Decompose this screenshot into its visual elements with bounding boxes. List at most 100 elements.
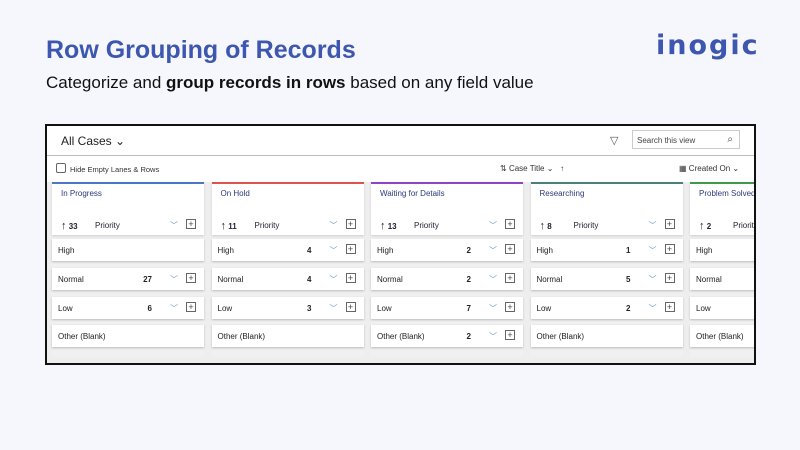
date-field-selector[interactable]: ▦ Created On ⌄ bbox=[679, 164, 739, 173]
group-row[interactable]: Low 7 ﹀ + bbox=[371, 297, 523, 319]
add-icon[interactable]: + bbox=[345, 273, 356, 283]
search-input[interactable]: Search this view ⌕ bbox=[632, 130, 740, 149]
chevron-down-icon[interactable]: ﹀ bbox=[170, 304, 178, 313]
subtitle-bold: group records in rows bbox=[166, 73, 346, 92]
group-row[interactable]: High bbox=[52, 239, 204, 261]
add-icon[interactable]: + bbox=[345, 244, 356, 254]
group-row[interactable]: Low 6 ﹀ + bbox=[52, 297, 204, 319]
add-icon[interactable]: + bbox=[186, 273, 196, 283]
view-selector[interactable]: All Cases ⌄ bbox=[61, 134, 126, 148]
hide-empty-checkbox[interactable] bbox=[56, 163, 66, 173]
group-row[interactable]: Other (Blank) bbox=[530, 325, 683, 347]
lane-title: On Hold bbox=[220, 189, 250, 198]
page-title: Row Grouping of Records bbox=[46, 36, 356, 64]
chevron-down-icon[interactable]: ﹀ bbox=[170, 275, 178, 284]
row-count: 5 bbox=[626, 275, 631, 284]
group-row[interactable]: Low 3 ﹀ + bbox=[211, 297, 364, 319]
group-row[interactable]: Normal bbox=[690, 268, 754, 290]
group-row[interactable]: Other (Blank) bbox=[690, 325, 754, 347]
sort-up-icon: ↑ bbox=[61, 220, 67, 232]
add-icon[interactable]: + bbox=[345, 302, 356, 312]
row-label: Normal bbox=[377, 275, 403, 284]
add-icon[interactable]: + bbox=[664, 273, 675, 283]
add-icon[interactable]: + bbox=[664, 244, 675, 254]
chevron-down-icon[interactable]: ﹀ bbox=[329, 275, 338, 284]
group-row[interactable]: Low bbox=[690, 297, 754, 319]
lane-count-value: 13 bbox=[387, 222, 397, 231]
sort-control[interactable]: ⇅ Case Title ⌄ ↑ bbox=[500, 164, 564, 173]
lane-count: ↑ 13 bbox=[380, 220, 397, 232]
chevron-down-icon[interactable]: ﹀ bbox=[648, 221, 657, 230]
chevron-down-icon[interactable]: ﹀ bbox=[329, 246, 338, 255]
filter-icon[interactable]: ▽ bbox=[610, 135, 619, 147]
lane-count-value: 11 bbox=[228, 222, 237, 231]
add-icon[interactable]: + bbox=[505, 244, 515, 254]
calendar-icon: ▦ bbox=[679, 164, 687, 173]
group-row[interactable]: Low 2 ﹀ + bbox=[530, 297, 683, 319]
row-count: 2 bbox=[466, 275, 471, 284]
add-icon[interactable]: + bbox=[505, 219, 515, 229]
add-icon[interactable]: + bbox=[186, 302, 196, 312]
chevron-down-icon[interactable]: ﹀ bbox=[329, 221, 338, 230]
group-row[interactable]: Other (Blank) bbox=[52, 325, 204, 347]
date-field-label: Created On ⌄ bbox=[688, 164, 740, 173]
sort-direction-icon[interactable]: ↑ bbox=[560, 164, 565, 173]
lane-header: In Progress ↑ 33 Priority ﹀ + bbox=[52, 182, 204, 235]
group-row[interactable]: Normal 5 ﹀ + bbox=[530, 268, 683, 290]
lane: On Hold ↑ 11 Priority ﹀ + High 4 ﹀ + Norm… bbox=[211, 182, 364, 357]
add-icon[interactable]: + bbox=[345, 219, 356, 229]
group-row[interactable]: High 2 ﹀ + bbox=[371, 239, 523, 261]
sort-field[interactable]: Case Title ⌄ bbox=[508, 164, 554, 173]
chevron-down-icon[interactable]: ﹀ bbox=[489, 246, 497, 255]
chevron-down-icon[interactable]: ﹀ bbox=[648, 304, 657, 313]
hide-empty-label: Hide Empty Lanes & Rows bbox=[70, 165, 160, 174]
lane-header: Waiting for Details ↑ 13 Priority ﹀ + bbox=[371, 182, 523, 235]
lane: Problem Solved ↑ 2 Priority ﹀ + High Nor… bbox=[690, 182, 754, 357]
kanban-window: All Cases ⌄ ▽ Search this view ⌕ Hide Emp… bbox=[45, 124, 756, 365]
search-icon[interactable]: ⌕ bbox=[727, 134, 733, 145]
row-label: High bbox=[217, 246, 234, 255]
row-label: Other (Blank) bbox=[696, 332, 744, 341]
row-count: 4 bbox=[307, 275, 312, 284]
row-label: Other (Blank) bbox=[536, 332, 585, 341]
chevron-down-icon[interactable]: ﹀ bbox=[489, 304, 497, 313]
lane: In Progress ↑ 33 Priority ﹀ + High Norma… bbox=[52, 182, 204, 357]
group-field: Priority bbox=[254, 221, 280, 230]
row-count: 4 bbox=[307, 246, 312, 255]
group-row[interactable]: Other (Blank) bbox=[211, 325, 364, 347]
group-row[interactable]: High 1 ﹀ + bbox=[530, 239, 683, 261]
toolbar: Hide Empty Lanes & Rows ⇅ Case Title ⌄ ↑… bbox=[47, 156, 754, 182]
group-row[interactable]: Normal 4 ﹀ + bbox=[211, 268, 364, 290]
chevron-down-icon[interactable]: ﹀ bbox=[489, 275, 497, 284]
view-header: All Cases ⌄ ▽ Search this view ⌕ bbox=[47, 126, 754, 156]
chevron-down-icon[interactable]: ﹀ bbox=[329, 304, 338, 313]
chevron-down-icon[interactable]: ﹀ bbox=[170, 221, 178, 230]
lane: Waiting for Details ↑ 13 Priority ﹀ + Hi… bbox=[371, 182, 523, 357]
group-row[interactable]: High 4 ﹀ + bbox=[211, 239, 364, 261]
add-icon[interactable]: + bbox=[664, 219, 675, 229]
sort-icon: ⇅ bbox=[500, 164, 507, 173]
lane: Researching ↑ 8 Priority ﹀ + High 1 ﹀ + N… bbox=[530, 182, 683, 357]
add-icon[interactable]: + bbox=[505, 302, 515, 312]
row-label: Other (Blank) bbox=[58, 332, 106, 341]
add-icon[interactable]: + bbox=[186, 219, 196, 229]
lane-header: Researching ↑ 8 Priority ﹀ + bbox=[530, 182, 683, 235]
sort-up-icon: ↑ bbox=[539, 220, 546, 232]
row-label: Other (Blank) bbox=[217, 332, 266, 341]
group-row[interactable]: Normal 2 ﹀ + bbox=[371, 268, 523, 290]
chevron-down-icon[interactable]: ﹀ bbox=[489, 332, 497, 341]
sort-up-icon: ↑ bbox=[699, 220, 705, 232]
group-row[interactable]: Other (Blank) 2 ﹀ + bbox=[371, 325, 523, 347]
add-icon[interactable]: + bbox=[505, 273, 515, 283]
row-label: High bbox=[536, 246, 553, 255]
row-label: Other (Blank) bbox=[377, 332, 425, 341]
add-icon[interactable]: + bbox=[505, 330, 515, 340]
add-icon[interactable]: + bbox=[664, 302, 675, 312]
row-label: Low bbox=[536, 304, 552, 313]
chevron-down-icon[interactable]: ﹀ bbox=[489, 221, 497, 230]
group-row[interactable]: High bbox=[690, 239, 754, 261]
kanban-board: In Progress ↑ 33 Priority ﹀ + High Norma… bbox=[47, 182, 754, 363]
chevron-down-icon[interactable]: ﹀ bbox=[648, 275, 657, 284]
group-row[interactable]: Normal 27 ﹀ + bbox=[52, 268, 204, 290]
chevron-down-icon[interactable]: ﹀ bbox=[648, 246, 657, 255]
